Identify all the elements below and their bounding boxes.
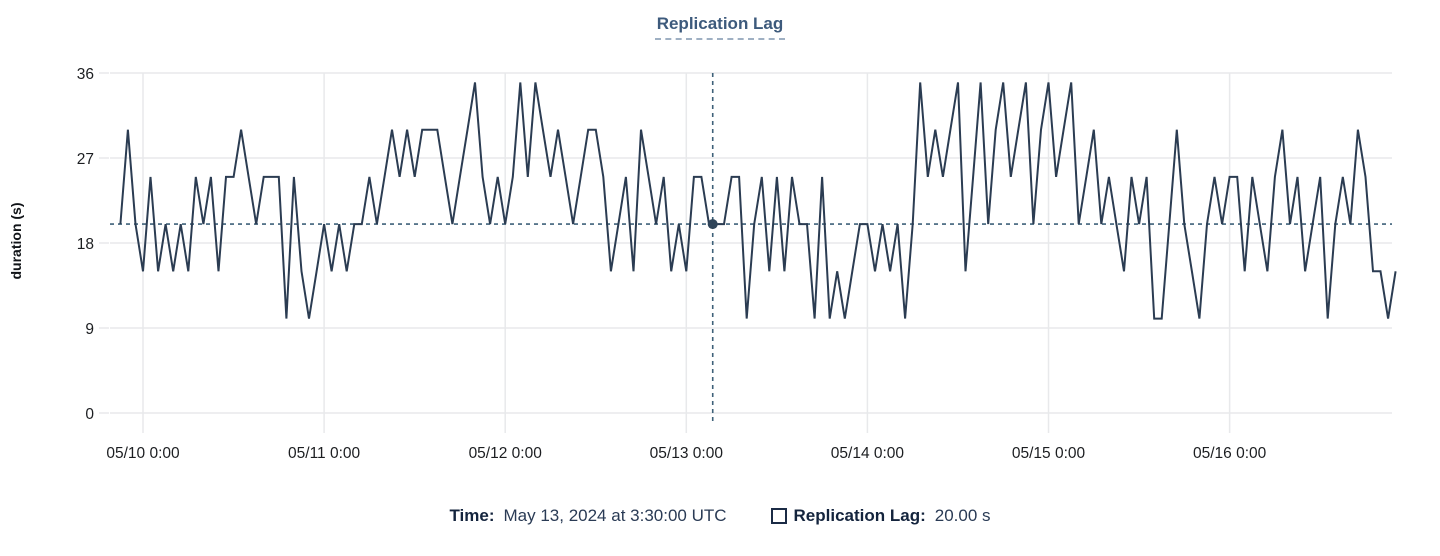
y-tick-label: 0: [85, 406, 94, 423]
x-tick-label: 05/11 0:00: [288, 445, 360, 462]
x-tick-label: 05/13 0:00: [650, 445, 724, 462]
y-tick-label: 27: [77, 151, 94, 168]
crosshair-dot: [707, 219, 718, 230]
y-tick-label: 9: [85, 321, 94, 338]
tooltip-time-label: Time:: [449, 506, 495, 525]
y-tick-label: 18: [77, 236, 94, 253]
chart-header: Replication Lag: [0, 14, 1440, 40]
replication-lag-chart[interactable]: 0 9 18 27 36 05/10 0:00 05/11 0:00 05/12 0:00 05…: [0, 0, 1440, 500]
chart-title-link[interactable]: Replication Lag: [654, 14, 786, 40]
tooltip-series-value: 20.00 s: [934, 506, 991, 525]
x-tick-label: 05/16 0:00: [1193, 445, 1267, 462]
y-tick-label: 36: [77, 66, 94, 83]
x-tick-label: 05/10 0:00: [106, 445, 180, 462]
series-line-replication-lag[interactable]: [119, 82, 1397, 320]
series-swatch-icon: [770, 508, 787, 524]
x-tick-label: 05/14 0:00: [831, 445, 905, 462]
x-tick-label: 05/12 0:00: [469, 445, 543, 462]
tooltip-time-value: May 13, 2024 at 3:30:00 UTC: [503, 506, 727, 525]
legend-series-label: Replication Lag:: [793, 506, 926, 525]
legend-item-replication-lag[interactable]: Replication Lag:: [770, 506, 926, 526]
tooltip-readout: Time: May 13, 2024 at 3:30:00 UTC Replic…: [0, 506, 1440, 526]
x-tick-label: 05/15 0:00: [1012, 445, 1086, 462]
